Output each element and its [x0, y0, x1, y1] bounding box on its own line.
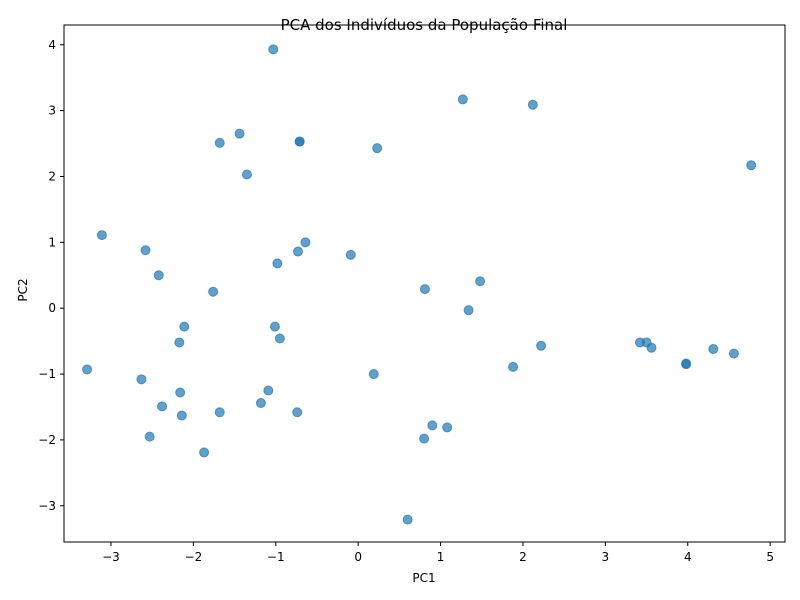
- points-layer: [82, 44, 757, 525]
- x-tick-label: −3: [102, 550, 120, 564]
- scatter-point: [176, 410, 187, 421]
- y-tick-label: 2: [48, 169, 56, 183]
- scatter-point: [140, 245, 151, 256]
- scatter-point: [402, 514, 413, 525]
- scatter-point: [708, 344, 719, 355]
- scatter-point: [527, 99, 538, 110]
- y-tick-label: 0: [48, 301, 56, 315]
- scatter-point: [508, 361, 519, 372]
- scatter-point: [681, 358, 692, 369]
- scatter-point: [419, 284, 430, 295]
- scatter-point: [427, 420, 438, 431]
- y-axis: −3 −2 −1 0 1 2 3 4: [38, 38, 64, 513]
- scatter-point: [536, 340, 547, 351]
- y-tick-label: −2: [38, 433, 56, 447]
- x-tick-label: 3: [602, 550, 610, 564]
- scatter-point: [234, 128, 245, 139]
- x-tick-label: 1: [437, 550, 445, 564]
- y-tick-label: 1: [48, 235, 56, 249]
- scatter-point: [263, 385, 274, 396]
- scatter-point: [208, 286, 219, 297]
- scatter-point: [255, 398, 266, 409]
- scatter-point: [96, 230, 107, 241]
- scatter-point: [475, 276, 486, 287]
- x-tick-label: 2: [519, 550, 527, 564]
- x-tick-label: 5: [766, 550, 774, 564]
- scatter-point: [241, 169, 252, 180]
- scatter-point: [746, 160, 757, 171]
- scatter-point: [82, 364, 93, 375]
- scatter-point: [292, 407, 303, 418]
- scatter-point: [300, 237, 311, 248]
- scatter-point: [199, 447, 210, 458]
- scatter-point: [144, 431, 155, 442]
- scatter-point: [457, 94, 468, 105]
- x-tick-label: 0: [354, 550, 362, 564]
- x-axis: −3 −2 −1 0 1 2 3 4 5: [102, 542, 774, 564]
- scatter-point: [214, 137, 225, 148]
- y-axis-label: PC2: [16, 278, 30, 301]
- scatter-point: [157, 401, 168, 412]
- scatter-point: [345, 249, 356, 260]
- x-tick-label: −2: [185, 550, 203, 564]
- scatter-point: [274, 333, 285, 344]
- scatter-point: [214, 407, 225, 418]
- scatter-point: [646, 342, 657, 353]
- scatter-point: [174, 337, 185, 348]
- scatter-point: [269, 321, 280, 332]
- x-tick-label: 4: [684, 550, 692, 564]
- scatter-point: [294, 136, 305, 147]
- scatter-point: [179, 321, 190, 332]
- scatter-point: [272, 258, 283, 269]
- scatter-point: [442, 422, 453, 433]
- y-tick-label: −1: [38, 367, 56, 381]
- plot-area-frame: [63, 24, 786, 543]
- x-tick-label: −1: [267, 550, 285, 564]
- y-tick-label: 3: [48, 104, 56, 118]
- x-axis-label: PC1: [412, 571, 435, 585]
- scatter-point: [268, 44, 279, 55]
- scatter-point: [293, 246, 304, 257]
- scatter-point: [728, 348, 739, 359]
- scatter-point: [368, 369, 379, 380]
- scatter-point: [175, 387, 186, 398]
- y-tick-label: 4: [48, 38, 56, 52]
- scatter-point: [463, 305, 474, 316]
- scatter-point: [136, 374, 147, 385]
- scatter-point: [372, 143, 383, 154]
- scatter-point: [153, 270, 164, 281]
- y-tick-label: −3: [38, 499, 56, 513]
- scatter-point: [419, 433, 430, 444]
